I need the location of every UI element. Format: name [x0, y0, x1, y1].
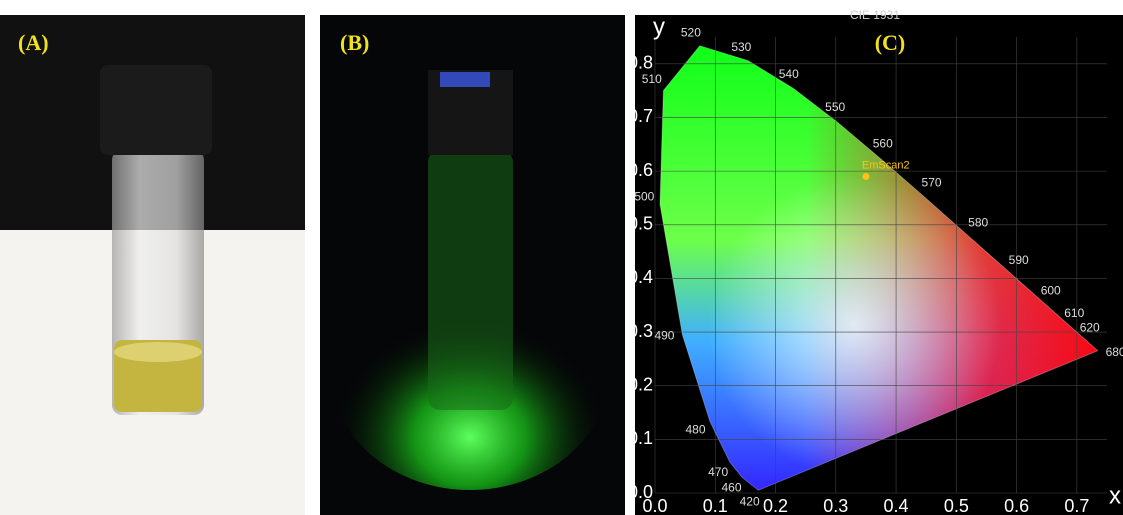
- x-tick-label: 0.3: [823, 496, 848, 515]
- wavelength-label: 420: [740, 495, 760, 509]
- wavelength-label: 490: [654, 328, 674, 342]
- wavelength-label: 480: [686, 422, 706, 436]
- page: {"panels": [{"label": "(A)"}, {"label": …: [0, 0, 1123, 515]
- wavelength-label: 510: [642, 72, 662, 86]
- x-tick-label: 0.2: [763, 496, 788, 515]
- wavelength-label: 560: [873, 136, 893, 150]
- x-axis-label: x: [1109, 482, 1121, 509]
- y-tick-label: 0.3: [628, 321, 653, 341]
- x-tick-label: 0.6: [1004, 496, 1029, 515]
- wavelength-label: 570: [922, 175, 942, 189]
- wavelength-label: 610: [1064, 306, 1084, 320]
- y-axis-label: y: [653, 13, 665, 40]
- wavelength-label: 590: [1009, 253, 1029, 267]
- figure: (A) (B) 0.00.10.20.30.40.50.60.70.00.10.…: [0, 0, 1123, 515]
- x-tick-label: 0.7: [1064, 496, 1089, 515]
- wavelength-label: 530: [731, 40, 751, 54]
- y-tick-label: 0.5: [628, 214, 653, 234]
- wavelength-label: 550: [825, 100, 845, 114]
- y-tick-label: 0.8: [628, 53, 653, 73]
- x-tick-label: 0.4: [884, 496, 909, 515]
- wavelength-label: 600: [1041, 284, 1061, 298]
- wavelength-label: 470: [708, 465, 728, 479]
- panel-b: (B): [320, 15, 625, 515]
- y-tick-label: 0.7: [628, 106, 653, 126]
- y-tick-label: 0.1: [628, 428, 653, 448]
- panel-label: (C): [875, 30, 906, 55]
- y-tick-label: 0.0: [628, 482, 653, 502]
- chart-title: CIE 1931: [850, 8, 900, 22]
- y-tick-label: 0.4: [628, 267, 653, 287]
- wavelength-label: 460: [721, 481, 741, 495]
- x-tick-label: 0.1: [703, 496, 728, 515]
- wavelength-label: 540: [779, 67, 799, 81]
- point-label: EmScan2: [862, 159, 910, 171]
- panel-label: (B): [340, 30, 369, 55]
- panel-a: (A): [0, 15, 305, 515]
- wavelength-label: 680: [1106, 345, 1123, 359]
- wavelength-label: 500: [634, 189, 654, 203]
- panel-label: (A): [18, 30, 49, 55]
- x-tick-label: 0.5: [944, 496, 969, 515]
- wavelength-label: 580: [968, 216, 988, 230]
- data-point: [862, 173, 869, 180]
- wavelength-label: 520: [681, 26, 701, 40]
- y-tick-label: 0.2: [628, 374, 653, 394]
- y-tick-label: 0.6: [628, 160, 653, 180]
- wavelength-label: 620: [1080, 321, 1100, 335]
